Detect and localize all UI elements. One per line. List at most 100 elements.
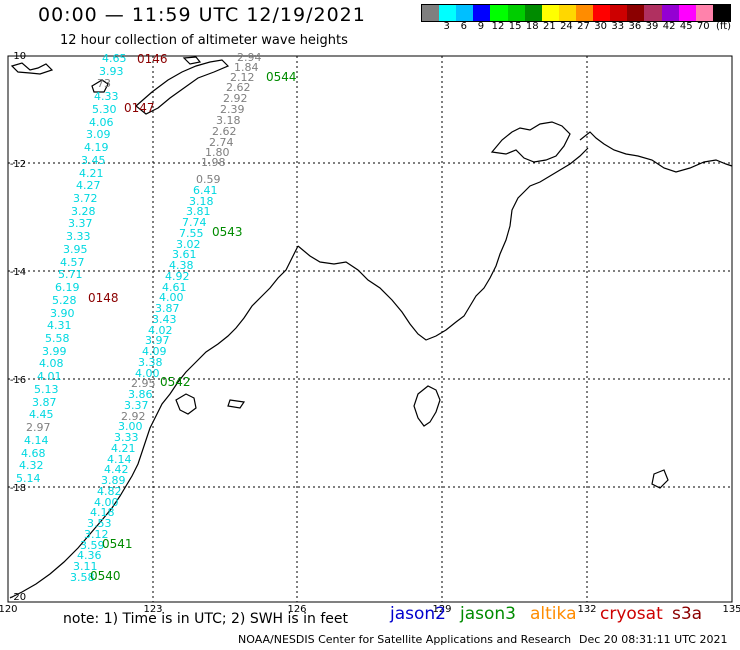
color-swatch <box>644 5 662 21</box>
longitude-label: 132 <box>577 604 596 615</box>
swh-value: 3.28 <box>71 205 96 218</box>
swh-value: 4.32 <box>19 459 44 472</box>
swh-value: 4.82 <box>97 485 122 498</box>
color-tick-label: 39 <box>645 21 659 32</box>
swh-value: 3.72 <box>73 192 98 205</box>
satellite-legend-jason3: jason3 <box>460 604 516 624</box>
swh-value: 4.19 <box>84 141 109 154</box>
swh-value: 5.14 <box>16 472 41 485</box>
color-swatch <box>712 5 730 21</box>
swh-value: 3.90 <box>50 307 75 320</box>
swh-value: 3.53 <box>87 517 112 530</box>
swh-value: 4.09 <box>142 345 167 358</box>
pass-time-label: 0542 <box>160 375 191 389</box>
swh-value: 4.21 <box>79 167 104 180</box>
map-grid <box>8 56 732 602</box>
island-outline <box>227 399 246 409</box>
coast-outline <box>579 131 733 173</box>
color-swatch <box>610 5 628 21</box>
color-swatch <box>456 5 474 21</box>
color-tick-label: 27 <box>577 21 590 32</box>
swh-value: 3.02 <box>176 238 201 251</box>
coastline <box>9 56 733 599</box>
swh-value: 2.62 <box>212 125 237 138</box>
color-tick-label: 18 <box>525 21 539 32</box>
swh-value: 3.11 <box>73 560 98 573</box>
swh-value: 4.31 <box>47 319 72 332</box>
swh-value: 3.97 <box>145 334 170 347</box>
swh-value: 3.12 <box>84 528 109 541</box>
color-tick-label: 12 <box>491 21 505 32</box>
swh-value: 3.99 <box>42 345 67 358</box>
pass-time-label: 0543 <box>212 225 243 239</box>
swh-value: 3.18 <box>189 195 214 208</box>
swh-value: 6.41 <box>193 184 218 197</box>
color-swatch <box>558 5 576 21</box>
swh-value: 3.45 <box>81 154 106 167</box>
swh-value: 4.27 <box>76 179 101 192</box>
swh-value: 4.57 <box>60 256 85 269</box>
swh-value: 5.28 <box>52 294 77 307</box>
island-outline <box>175 393 197 415</box>
swh-value: 5.13 <box>34 383 59 396</box>
swh-value: 3.58 <box>70 571 95 584</box>
swh-value: 4.18 <box>90 506 115 519</box>
swh-value: 4.42 <box>104 463 129 476</box>
color-swatch <box>490 5 508 21</box>
swh-value: 4.00 <box>94 496 119 509</box>
swh-value: 3.18 <box>216 114 241 127</box>
swh-value: 4.45 <box>29 408 54 421</box>
swh-value: 0.59 <box>196 173 221 186</box>
pass-time-label: 0146 <box>137 52 168 66</box>
swh-value: 3.86 <box>128 388 153 401</box>
longitude-label: 135 <box>722 604 740 615</box>
axis-labels: 120 123 126 129 132 135 -10 -12 -14 -16 -18 -20 <box>0 51 740 615</box>
swh-value: 4.02 <box>148 324 173 337</box>
color-tick-label: 36 <box>628 21 642 32</box>
swh-value: 3.00 <box>118 420 143 433</box>
swh-value: 4.92 <box>165 270 190 283</box>
latitude-label: -20 <box>10 592 26 603</box>
island-outline <box>490 121 571 163</box>
swh-value: 3.33 <box>114 431 139 444</box>
satellite-legend-cryosat: cryosat <box>600 604 663 624</box>
color-swatch <box>695 5 713 21</box>
color-tick-label: 70 <box>696 21 710 32</box>
color-tick-label: 33 <box>611 21 625 32</box>
swh-value: 2.12 <box>230 71 255 84</box>
color-tick-label: 9 <box>477 21 485 32</box>
color-swatch <box>507 5 525 21</box>
pass-time-label: 0544 <box>266 70 297 84</box>
color-swatch <box>678 5 696 21</box>
color-swatch <box>524 5 542 21</box>
swh-value: 4.14 <box>24 434 49 447</box>
pass-time-label: 0541 <box>102 537 133 551</box>
swh-value: 4.21 <box>111 442 136 455</box>
swh-value: 2.92 <box>223 92 248 105</box>
page-title: 00:00 — 11:59 UTC 12/19/2021 <box>38 4 366 26</box>
island-outline <box>651 469 669 489</box>
swh-value: 3.37 <box>68 217 93 230</box>
longitude-label: 129 <box>432 604 451 615</box>
swh-value: 2.74 <box>209 136 234 149</box>
credit-line: NOAA/NESDIS Center for Satellite Applica… <box>238 633 572 646</box>
swh-value: 4.36 <box>77 549 102 562</box>
color-swatch <box>627 5 645 21</box>
latitude-label: -10 <box>10 51 26 62</box>
latitude-label: -12 <box>10 159 26 170</box>
longitude-label: 123 <box>143 604 162 615</box>
swh-value: 3.93 <box>99 65 124 78</box>
swh-value: 4.01 <box>37 370 62 383</box>
swh-value: 4.38 <box>169 259 194 272</box>
latitude-label: -16 <box>10 375 26 386</box>
page-subtitle: 12 hour collection of altimeter wave hei… <box>60 33 348 48</box>
color-swatch <box>439 5 457 21</box>
generated-timestamp: Dec 20 08:31:11 UTC 2021 <box>579 633 728 646</box>
color-tick-label: 21 <box>542 21 556 32</box>
swh-value: 4.06 <box>89 116 114 129</box>
swh-value: 2.94 <box>237 51 262 64</box>
pass-time-label: 0540 <box>90 569 121 583</box>
swh-value: 2.97 <box>26 421 51 434</box>
satellite-legend-altika: altika <box>530 604 577 624</box>
